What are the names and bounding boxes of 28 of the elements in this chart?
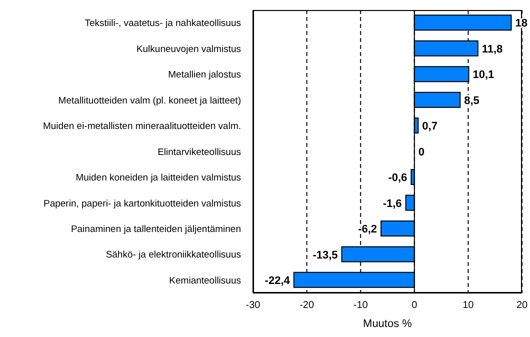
y-tick-label: Metallien jalostus xyxy=(168,70,242,81)
y-tick-label: Paperin, paperi- ja kartonkituotteiden valmistus xyxy=(44,198,242,210)
x-tick-label: -10 xyxy=(353,300,368,312)
data-label: 10,1 xyxy=(472,69,494,82)
data-label: -1,6 xyxy=(382,198,402,210)
data-label: 0 xyxy=(418,146,425,158)
y-tick-label: Metallituotteiden valm (pl. koneet ja laitteet) xyxy=(58,95,241,106)
data-label: -13,5 xyxy=(312,249,338,262)
data-label: 8,5 xyxy=(464,94,480,107)
y-tick-label: Kulkuneuvojen valmistus xyxy=(136,44,242,55)
y-tick-label: Tekstiili-, vaatetus- ja nahkateollisuus xyxy=(84,18,242,30)
data-label: 0,7 xyxy=(422,120,438,133)
x-tick-label: -20 xyxy=(300,300,314,312)
data-label: -0,6 xyxy=(388,172,408,184)
data-label: -6,2 xyxy=(358,224,378,236)
x-tick-label: -30 xyxy=(246,300,261,312)
y-tick-label: Kemianteollisuus xyxy=(169,275,242,286)
x-tick-label: 20 xyxy=(516,300,528,312)
y-tick-label: Muiden ei-metallisten mineraalituotteiden valm. xyxy=(42,121,241,132)
x-axis-title: Muutos % xyxy=(363,318,412,330)
y-tick-label: Painaminen ja tallenteiden jäljentäminen xyxy=(70,224,241,236)
y-tick-label: Muiden koneiden ja laitteiden valmistus xyxy=(76,172,242,184)
x-tick-label: 0 xyxy=(412,300,418,312)
y-tick-label: Sähkö- ja elektroniikkateollisuus xyxy=(106,250,242,261)
data-label: -22,4 xyxy=(264,274,291,287)
x-tick-label: 10 xyxy=(462,300,474,312)
y-tick-label: Elintarviketeollisuus xyxy=(158,146,242,158)
data-label: 11,8 xyxy=(482,43,503,56)
